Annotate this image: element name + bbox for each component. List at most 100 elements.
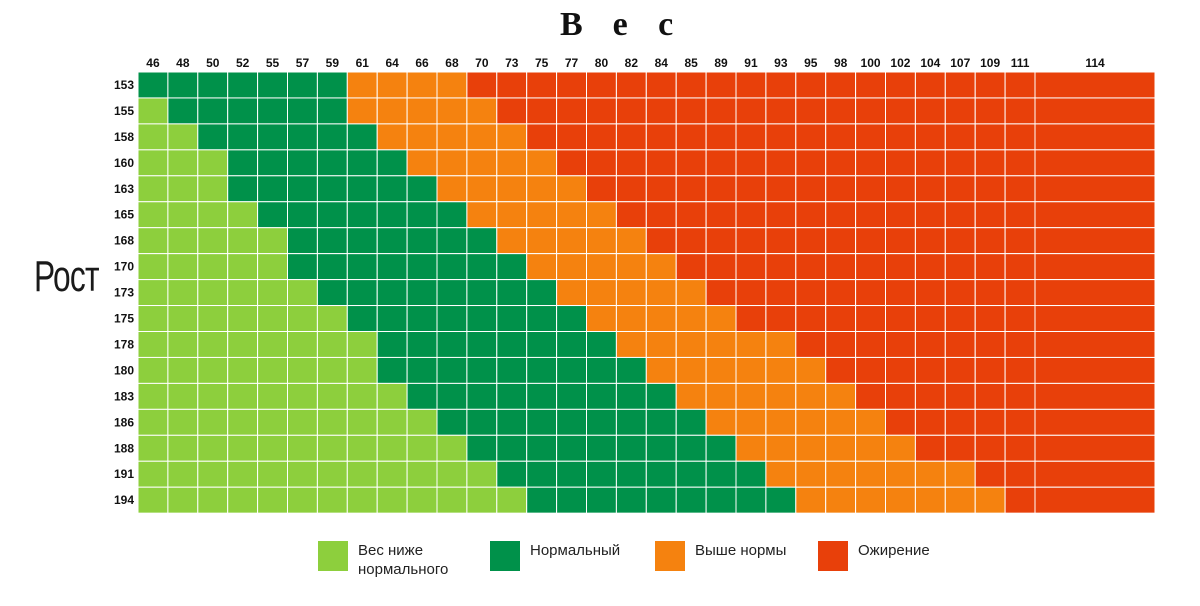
- cell-175-95-obese: [795, 305, 827, 332]
- cell-155-68-over: [436, 97, 468, 125]
- cell-163-91-obese: [735, 175, 767, 203]
- cell-194-77-normal: [556, 486, 587, 514]
- cell-163-85-obese: [675, 175, 707, 203]
- cell-175-109-obese: [974, 305, 1006, 332]
- cell-153-82-obese: [615, 71, 647, 99]
- x-tick-label: 59: [326, 56, 340, 70]
- cell-173-91-obese: [735, 279, 767, 307]
- cell-160-48-under: [167, 149, 199, 177]
- cell-186-46-under: [137, 408, 169, 436]
- cell-153-93-obese: [765, 71, 797, 99]
- cell-158-59-normal: [316, 123, 348, 151]
- cell-186-95-over: [795, 408, 827, 436]
- cell-168-75-over: [526, 227, 558, 255]
- cell-170-111-obese: [1004, 253, 1036, 281]
- cell-153-48-normal: [167, 71, 199, 99]
- cell-158-93-obese: [765, 123, 797, 151]
- cell-153-91-obese: [735, 71, 767, 99]
- cell-170-85-obese: [675, 253, 707, 281]
- y-tick-label: 194: [114, 493, 134, 507]
- cell-173-95-obese: [795, 279, 827, 307]
- x-tick-label: 66: [415, 56, 429, 70]
- cell-191-89-normal: [705, 460, 737, 488]
- y-tick-label: 163: [114, 182, 134, 196]
- cell-163-66-normal: [406, 175, 438, 203]
- cell-170-93-obese: [765, 253, 797, 281]
- cell-186-61-under: [346, 408, 378, 436]
- legend-item-obese: Ожирение: [818, 541, 930, 571]
- cell-155-95-obese: [795, 97, 827, 125]
- cell-188-102-over: [885, 434, 916, 462]
- cell-155-111-obese: [1004, 97, 1036, 125]
- cell-183-61-under: [346, 382, 378, 410]
- cell-194-93-normal: [765, 486, 797, 514]
- cell-158-61-normal: [346, 123, 378, 151]
- cell-186-75-normal: [526, 408, 558, 436]
- x-tick-label: 55: [266, 56, 280, 70]
- cell-186-77-normal: [556, 408, 587, 436]
- cell-173-100-obese: [855, 279, 886, 307]
- cell-191-52-under: [227, 460, 259, 488]
- cell-183-75-normal: [526, 382, 558, 410]
- cell-178-107-obese: [944, 331, 976, 358]
- cell-194-59-under: [316, 486, 348, 514]
- cell-163-80-obese: [586, 175, 617, 203]
- cell-170-114-obese: [1034, 253, 1156, 281]
- cell-173-70-normal: [466, 279, 498, 307]
- cell-165-114-obese: [1034, 201, 1156, 229]
- cell-180-82-normal: [615, 356, 647, 384]
- x-tick-label: 75: [535, 56, 549, 70]
- x-tick-label: 50: [206, 56, 220, 70]
- cell-178-109-obese: [974, 331, 1006, 358]
- cell-160-95-obese: [795, 149, 827, 177]
- cell-175-52-under: [227, 305, 259, 332]
- cell-194-68-under: [436, 486, 468, 514]
- cell-188-82-normal: [615, 434, 647, 462]
- cell-183-64-under: [376, 382, 408, 410]
- cell-183-46-under: [137, 382, 169, 410]
- cell-170-48-under: [167, 253, 199, 281]
- cell-180-84-over: [645, 356, 677, 384]
- cell-175-107-obese: [944, 305, 976, 332]
- cell-178-84-over: [645, 331, 677, 358]
- cell-158-77-obese: [556, 123, 587, 151]
- y-tick-labels: 153 155 158 160 163 165 168 170 173 175 178 180 183 1…: [114, 78, 134, 507]
- cell-173-61-normal: [346, 279, 378, 307]
- cell-194-75-normal: [526, 486, 558, 514]
- cell-180-70-normal: [466, 356, 498, 384]
- cell-180-77-normal: [556, 356, 587, 384]
- cell-160-98-obese: [825, 149, 857, 177]
- cell-178-66-normal: [406, 331, 438, 358]
- cell-170-82-over: [615, 253, 647, 281]
- cell-168-70-normal: [466, 227, 498, 255]
- cell-170-104-obese: [914, 253, 946, 281]
- cell-175-100-obese: [855, 305, 886, 332]
- legend-item-over: Выше нормы: [655, 541, 786, 571]
- cell-163-75-over: [526, 175, 558, 203]
- cell-168-109-obese: [974, 227, 1006, 255]
- cell-163-77-over: [556, 175, 587, 203]
- cell-155-48-normal: [167, 97, 199, 125]
- cell-158-100-obese: [855, 123, 886, 151]
- cell-155-114-obese: [1034, 97, 1156, 125]
- cell-186-111-obese: [1004, 408, 1036, 436]
- cell-170-77-over: [556, 253, 587, 281]
- cell-158-48-under: [167, 123, 199, 151]
- cell-175-57-under: [287, 305, 318, 332]
- cell-186-70-normal: [466, 408, 498, 436]
- cell-153-85-obese: [675, 71, 707, 99]
- cell-165-80-over: [586, 201, 617, 229]
- cell-153-77-obese: [556, 71, 587, 99]
- cell-160-52-normal: [227, 149, 259, 177]
- cell-178-98-obese: [825, 331, 857, 358]
- cell-155-100-obese: [855, 97, 886, 125]
- cell-180-50-under: [197, 356, 229, 384]
- cell-188-104-obese: [914, 434, 946, 462]
- cell-183-70-normal: [466, 382, 498, 410]
- cell-155-73-obese: [496, 97, 528, 125]
- cell-191-68-under: [436, 460, 468, 488]
- legend-item-under: Вес ниже нормального: [318, 541, 448, 579]
- x-tick-label: 84: [655, 56, 669, 70]
- cell-186-89-over: [705, 408, 737, 436]
- cell-183-80-normal: [586, 382, 617, 410]
